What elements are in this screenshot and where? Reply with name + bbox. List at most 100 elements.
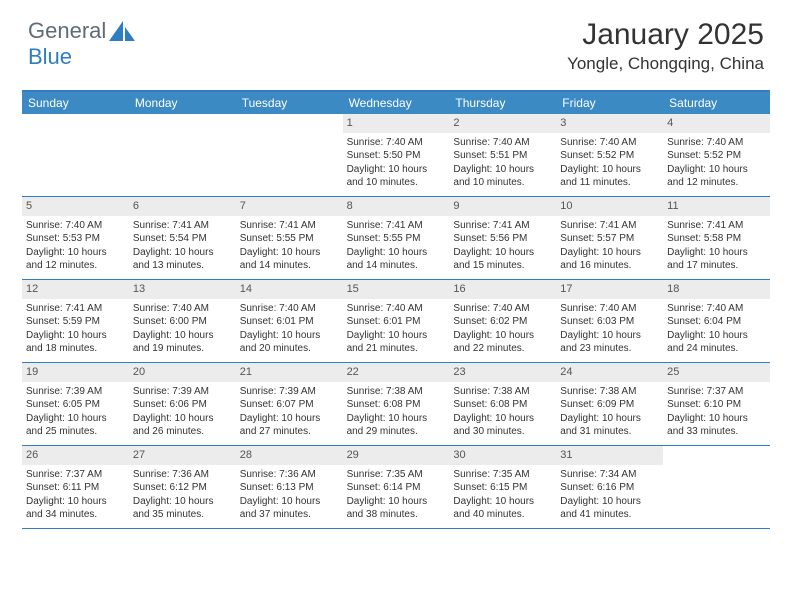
sunrise-text: Sunrise: 7:41 AM: [133, 219, 232, 233]
sunset-text: Sunset: 5:54 PM: [133, 232, 232, 246]
calendar-cell: [236, 114, 343, 196]
sunrise-text: Sunrise: 7:35 AM: [453, 468, 552, 482]
daylight-text: Daylight: 10 hours and 40 minutes.: [453, 495, 552, 522]
day-number: 16: [449, 280, 556, 299]
day-number: 8: [343, 197, 450, 216]
calendar-cell: 31 Sunrise: 7:34 AMSunset: 6:16 PMDayligh…: [556, 446, 663, 528]
sunset-text: Sunset: 6:07 PM: [240, 398, 339, 412]
calendar-cell: 21Sunrise: 7:39 AMSunset: 6:07 PMDayligh…: [236, 363, 343, 445]
day-number: 31: [556, 446, 663, 465]
sunrise-text: Sunrise: 7:41 AM: [26, 302, 125, 316]
weekday-header: Saturday: [663, 92, 770, 114]
day-number: 11: [663, 197, 770, 216]
daylight-text: Daylight: 10 hours and 33 minutes.: [667, 412, 766, 439]
calendar-week: 26Sunrise: 7:37 AMSunset: 6:11 PMDayligh…: [22, 446, 770, 529]
daylight-text: Daylight: 10 hours and 23 minutes.: [560, 329, 659, 356]
daylight-text: Daylight: 10 hours and 15 minutes.: [453, 246, 552, 273]
day-number: 4: [663, 114, 770, 133]
sunrise-text: Sunrise: 7:40 AM: [347, 136, 446, 150]
sunrise-text: Sunrise: 7:40 AM: [26, 219, 125, 233]
month-title: January 2025: [567, 18, 764, 52]
daylight-text: Daylight: 10 hours and 35 minutes.: [133, 495, 232, 522]
sunset-text: Sunset: 6:08 PM: [347, 398, 446, 412]
calendar-cell: 25 Sunrise: 7:37 AMSunset: 6:10 PMDayligh…: [663, 363, 770, 445]
day-number: 22: [343, 363, 450, 382]
daylight-text: Daylight: 10 hours and 12 minutes.: [26, 246, 125, 273]
day-number: 13: [129, 280, 236, 299]
day-number: 9: [449, 197, 556, 216]
calendar-cell: 7Sunrise: 7:41 AMSunset: 5:55 PMDaylight…: [236, 197, 343, 279]
sunrise-text: Sunrise: 7:37 AM: [667, 385, 766, 399]
logo-sail-icon: [109, 21, 135, 41]
sunrise-text: Sunrise: 7:41 AM: [560, 219, 659, 233]
day-number: 19: [22, 363, 129, 382]
daylight-text: Daylight: 10 hours and 10 minutes.: [347, 163, 446, 190]
sunrise-text: Sunrise: 7:35 AM: [347, 468, 446, 482]
sunrise-text: Sunrise: 7:34 AM: [560, 468, 659, 482]
day-number: 7: [236, 197, 343, 216]
sunset-text: Sunset: 5:55 PM: [347, 232, 446, 246]
sunrise-text: Sunrise: 7:39 AM: [240, 385, 339, 399]
sunset-text: Sunset: 6:15 PM: [453, 481, 552, 495]
calendar-cell: 1 Sunrise: 7:40 AMSunset: 5:50 PMDaylight…: [343, 114, 450, 196]
weekday-header: Friday: [556, 92, 663, 114]
daylight-text: Daylight: 10 hours and 17 minutes.: [667, 246, 766, 273]
sunrise-text: Sunrise: 7:37 AM: [26, 468, 125, 482]
sunrise-text: Sunrise: 7:38 AM: [453, 385, 552, 399]
calendar-week: 12Sunrise: 7:41 AMSunset: 5:59 PMDayligh…: [22, 280, 770, 363]
daylight-text: Daylight: 10 hours and 12 minutes.: [667, 163, 766, 190]
sunrise-text: Sunrise: 7:36 AM: [240, 468, 339, 482]
day-number: 17: [556, 280, 663, 299]
sunset-text: Sunset: 5:52 PM: [667, 149, 766, 163]
sunrise-text: Sunrise: 7:40 AM: [560, 302, 659, 316]
daylight-text: Daylight: 10 hours and 29 minutes.: [347, 412, 446, 439]
calendar-week: 5Sunrise: 7:40 AMSunset: 5:53 PMDaylight…: [22, 197, 770, 280]
sunrise-text: Sunrise: 7:41 AM: [453, 219, 552, 233]
day-number: 26: [22, 446, 129, 465]
daylight-text: Daylight: 10 hours and 22 minutes.: [453, 329, 552, 356]
day-number: 5: [22, 197, 129, 216]
sunrise-text: Sunrise: 7:40 AM: [667, 136, 766, 150]
sunrise-text: Sunrise: 7:41 AM: [240, 219, 339, 233]
daylight-text: Daylight: 10 hours and 24 minutes.: [667, 329, 766, 356]
weekday-header: Sunday: [22, 92, 129, 114]
sunset-text: Sunset: 6:10 PM: [667, 398, 766, 412]
calendar-cell: 27Sunrise: 7:36 AMSunset: 6:12 PMDayligh…: [129, 446, 236, 528]
calendar-cell: 29Sunrise: 7:35 AMSunset: 6:14 PMDayligh…: [343, 446, 450, 528]
daylight-text: Daylight: 10 hours and 13 minutes.: [133, 246, 232, 273]
day-number: 27: [129, 446, 236, 465]
sunset-text: Sunset: 5:57 PM: [560, 232, 659, 246]
daylight-text: Daylight: 10 hours and 25 minutes.: [26, 412, 125, 439]
sunset-text: Sunset: 6:05 PM: [26, 398, 125, 412]
day-number: 10: [556, 197, 663, 216]
day-number: 6: [129, 197, 236, 216]
calendar-cell: 20Sunrise: 7:39 AMSunset: 6:06 PMDayligh…: [129, 363, 236, 445]
day-number: 15: [343, 280, 450, 299]
sunrise-text: Sunrise: 7:36 AM: [133, 468, 232, 482]
calendar-cell: 15Sunrise: 7:40 AMSunset: 6:01 PMDayligh…: [343, 280, 450, 362]
day-number: 25: [663, 363, 770, 382]
sunrise-text: Sunrise: 7:41 AM: [347, 219, 446, 233]
calendar-cell: 18Sunrise: 7:40 AMSunset: 6:04 PMDayligh…: [663, 280, 770, 362]
day-number: 30: [449, 446, 556, 465]
day-number: 18: [663, 280, 770, 299]
calendar-week: 1Sunrise: 7:40 AMSunset: 5:50 PMDaylight…: [22, 114, 770, 197]
daylight-text: Daylight: 10 hours and 41 minutes.: [560, 495, 659, 522]
calendar-cell: 9Sunrise: 7:41 AMSunset: 5:56 PMDaylight…: [449, 197, 556, 279]
daylight-text: Daylight: 10 hours and 37 minutes.: [240, 495, 339, 522]
sunrise-text: Sunrise: 7:40 AM: [667, 302, 766, 316]
logo-text-b: Blue: [28, 44, 72, 70]
calendar-cell: 22Sunrise: 7:38 AMSunset: 6:08 PMDayligh…: [343, 363, 450, 445]
sunset-text: Sunset: 5:55 PM: [240, 232, 339, 246]
sunset-text: Sunset: 5:50 PM: [347, 149, 446, 163]
sunrise-text: Sunrise: 7:39 AM: [26, 385, 125, 399]
calendar-cell: 8Sunrise: 7:41 AMSunset: 5:55 PMDaylight…: [343, 197, 450, 279]
weekday-header-row: SundayMondayTuesdayWednesdayThursdayFrid…: [22, 92, 770, 114]
day-number: 1: [343, 114, 450, 133]
day-number: 24: [556, 363, 663, 382]
calendar-cell: 28Sunrise: 7:36 AMSunset: 6:13 PMDayligh…: [236, 446, 343, 528]
sunset-text: Sunset: 6:01 PM: [240, 315, 339, 329]
calendar-cell: 6 Sunrise: 7:41 AMSunset: 5:54 PMDaylight…: [129, 197, 236, 279]
sunset-text: Sunset: 6:16 PM: [560, 481, 659, 495]
day-number: 23: [449, 363, 556, 382]
